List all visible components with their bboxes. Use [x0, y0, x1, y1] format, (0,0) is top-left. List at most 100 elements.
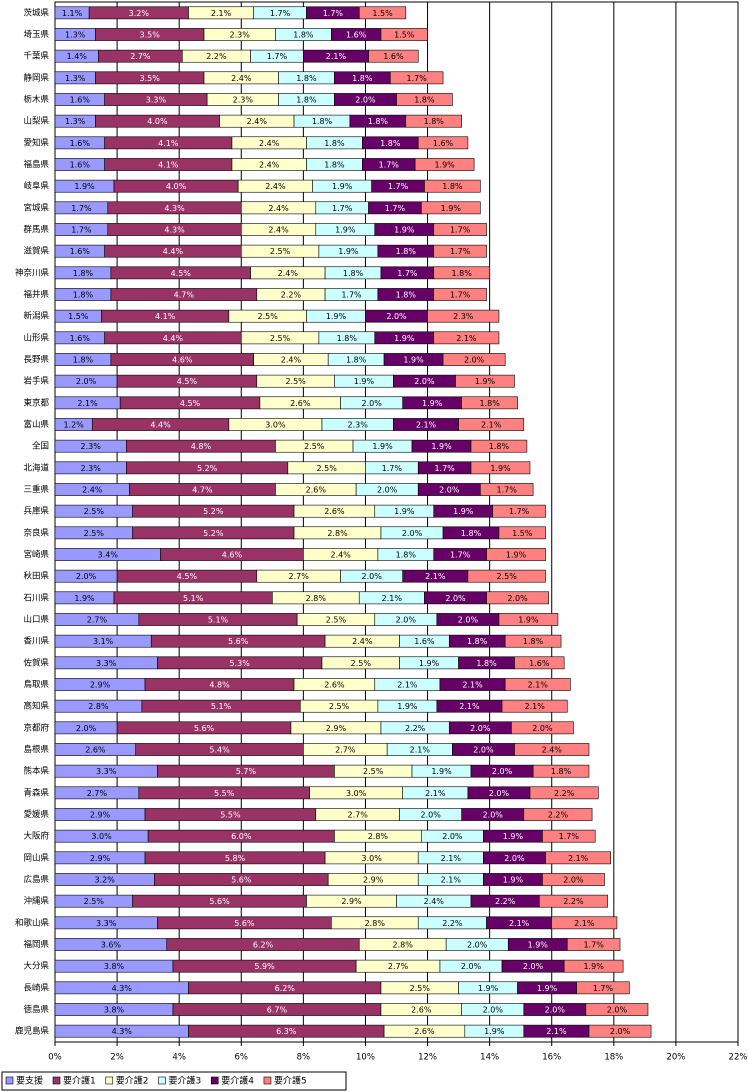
data-label: 2.5%	[316, 464, 337, 473]
category-label: 鹿児島県	[15, 1026, 50, 1037]
data-label: 2.0%	[402, 529, 423, 538]
data-label: 2.0%	[563, 876, 584, 885]
data-label: 1.8%	[461, 529, 482, 538]
bar-segment	[576, 981, 630, 995]
data-label: 1.7%	[397, 269, 418, 278]
data-label: 5.5%	[220, 811, 241, 820]
bar-segment	[514, 743, 590, 756]
data-label: 2.3%	[81, 442, 102, 451]
data-label: 2.0%	[76, 572, 97, 581]
legend-box	[1, 1071, 347, 1091]
data-label: 2.6%	[306, 486, 327, 495]
data-label: 1.8%	[452, 269, 473, 278]
data-label: 2.9%	[90, 681, 111, 690]
category-label: 香川県	[23, 636, 49, 647]
data-label: 6.3%	[276, 1027, 297, 1036]
data-label: 5.4%	[209, 746, 230, 755]
data-label: 2.2%	[495, 897, 516, 906]
bar-segment	[551, 916, 618, 930]
data-label: 1.7%	[267, 52, 288, 61]
data-label: 1.6%	[529, 659, 550, 668]
data-label: 1.8%	[467, 637, 488, 646]
data-label: 1.9%	[403, 356, 424, 365]
data-label: 1.7%	[388, 182, 409, 191]
data-label: 4.7%	[174, 291, 195, 300]
legend-swatch	[263, 1076, 272, 1085]
data-label: 2.4%	[247, 117, 268, 126]
bar-segment	[433, 288, 487, 301]
data-label: 4.8%	[209, 681, 230, 690]
data-label: 2.0%	[442, 832, 463, 841]
data-label: 2.0%	[458, 616, 479, 625]
data-label: 1.9%	[74, 182, 95, 191]
data-label: 1.9%	[453, 507, 474, 516]
data-label: 1.5%	[394, 31, 415, 40]
data-label: 5.8%	[225, 854, 246, 863]
data-label: 1.9%	[503, 832, 524, 841]
x-tick-label: 6%	[235, 1053, 249, 1063]
data-label: 3.0%	[265, 421, 286, 430]
data-label: 1.8%	[414, 96, 435, 105]
legend-label: 要介護5	[274, 1075, 307, 1087]
data-label: 2.1%	[546, 1027, 567, 1036]
data-label: 3.5%	[140, 31, 161, 40]
category-label: 東京都	[23, 397, 49, 408]
data-label: 4.6%	[172, 356, 193, 365]
data-label: 2.8%	[393, 941, 414, 950]
bar-segment	[539, 894, 608, 908]
data-label: 3.4%	[98, 551, 119, 560]
category-label: 宮城県	[23, 202, 49, 213]
data-label: 1.7%	[379, 161, 400, 170]
category-label: 宮崎県	[23, 549, 49, 560]
x-tick-label: 12%	[418, 1053, 437, 1063]
category-label: 徳島県	[23, 1004, 49, 1015]
data-label: 3.0%	[91, 832, 112, 841]
data-label: 2.4%	[82, 486, 103, 495]
data-label: 2.8%	[88, 702, 109, 711]
bar-segment	[405, 114, 462, 128]
bar-segment	[424, 179, 481, 193]
data-label: 1.3%	[65, 74, 86, 83]
data-label: 2.7%	[87, 616, 108, 625]
data-label: 1.9%	[372, 442, 393, 451]
data-label: 2.0%	[76, 724, 97, 733]
data-label: 2.3%	[453, 312, 474, 321]
bar-segment	[396, 93, 453, 106]
data-label: 2.1%	[459, 702, 480, 711]
data-label: 1.8%	[368, 117, 389, 126]
data-label: 1.8%	[479, 399, 500, 408]
data-label: 2.5%	[363, 767, 384, 776]
data-label: 4.1%	[158, 139, 179, 148]
data-label: 4.5%	[177, 572, 198, 581]
data-label: 1.9%	[335, 226, 356, 235]
data-label: 1.8%	[551, 767, 572, 776]
data-label: 1.9%	[394, 507, 415, 516]
data-label: 2.1%	[456, 334, 477, 343]
data-label: 1.5%	[512, 529, 533, 538]
legend-label: 要支援	[16, 1075, 43, 1087]
data-label: 2.1%	[425, 572, 446, 581]
data-label: 3.2%	[95, 876, 116, 885]
bar-segment	[433, 244, 487, 258]
category-label: 熊本県	[23, 766, 49, 777]
data-label: 1.6%	[70, 161, 91, 170]
data-label: 2.9%	[326, 724, 347, 733]
x-tick-label: 20%	[666, 1053, 685, 1063]
bar-segment	[461, 396, 518, 410]
data-label: 1.7%	[71, 204, 92, 213]
data-label: 6.2%	[275, 984, 296, 993]
data-label: 2.0%	[489, 789, 510, 798]
category-label: 福井県	[23, 289, 49, 300]
legend-swatch	[210, 1076, 219, 1085]
bar-segment	[427, 309, 500, 323]
data-label: 1.7%	[332, 204, 353, 213]
data-label: 1.9%	[394, 334, 415, 343]
data-label: 1.7%	[497, 486, 518, 495]
data-label: 5.6%	[234, 919, 255, 928]
category-label: 愛知県	[23, 137, 49, 148]
category-label: 北海道	[23, 462, 49, 473]
x-tick-label: 18%	[604, 1053, 623, 1063]
data-label: 2.0%	[507, 594, 528, 603]
data-label: 1.6%	[346, 31, 367, 40]
data-label: 1.8%	[346, 356, 367, 365]
